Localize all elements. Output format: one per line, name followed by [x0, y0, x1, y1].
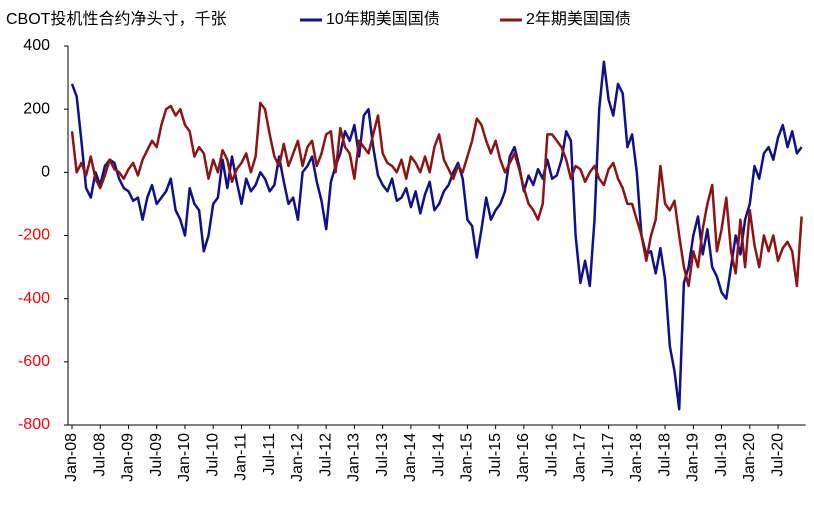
y-tick-label: 0: [41, 164, 50, 181]
x-tick-label: Jan-18: [628, 433, 645, 482]
x-tick-label: Jan-19: [685, 433, 702, 482]
x-tick-label: Jul-12: [317, 433, 334, 477]
x-tick-label: Jul-17: [600, 433, 617, 477]
x-tick-label: Jul-14: [430, 433, 447, 477]
x-tick-label: Jan-15: [459, 433, 476, 482]
x-tick-label: Jul-13: [374, 433, 391, 477]
legend-label: 10年期美国国债: [326, 10, 440, 28]
x-tick-label: Jan-10: [176, 433, 193, 482]
x-tick-label: Jan-13: [346, 433, 363, 482]
y-tick-label: 400: [23, 37, 50, 54]
chart-title: CBOT投机性合约净头寸，千张: [6, 10, 226, 28]
y-tick-label: -200: [18, 227, 50, 244]
x-tick-label: Jul-11: [261, 433, 278, 475]
x-tick-label: Jan-20: [741, 433, 758, 482]
legend-label: 2年期美国国债: [526, 10, 631, 28]
x-tick-label: Jan-16: [515, 433, 532, 482]
x-tick-label: Jul-08: [91, 433, 108, 477]
x-tick-label: Jul-20: [769, 433, 786, 477]
x-tick-label: Jul-16: [543, 433, 560, 477]
x-tick-label: Jul-15: [487, 433, 504, 477]
x-tick-label: Jan-11: [233, 433, 250, 481]
y-tick-label: -800: [18, 416, 50, 433]
x-tick-label: Jul-19: [713, 433, 730, 477]
y-tick-label: -400: [18, 290, 50, 307]
x-tick-label: Jan-12: [289, 433, 306, 482]
x-tick-label: Jan-08: [63, 433, 80, 482]
x-tick-label: Jul-18: [656, 433, 673, 477]
series-line: [70, 101, 803, 288]
series-line: [70, 60, 803, 411]
x-tick-label: Jul-10: [204, 433, 221, 477]
x-tick-label: Jan-09: [120, 433, 137, 482]
y-tick-label: 200: [23, 100, 50, 117]
y-tick-label: -600: [18, 353, 50, 370]
x-tick-label: Jan-14: [402, 433, 419, 482]
x-tick-label: Jul-09: [148, 433, 165, 477]
x-tick-label: Jan-17: [572, 433, 589, 482]
